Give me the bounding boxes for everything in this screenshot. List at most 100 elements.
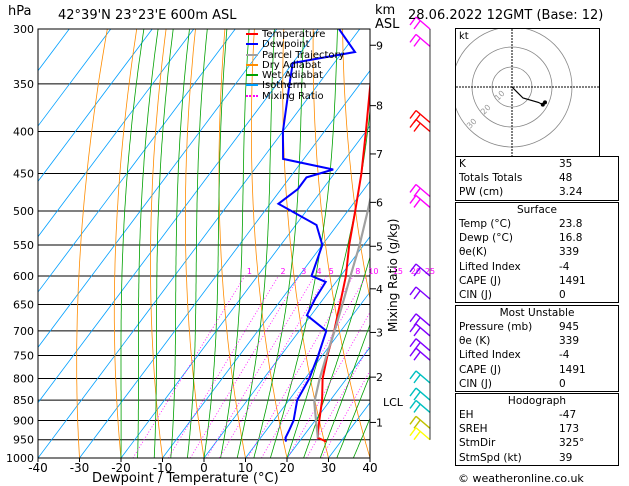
x-tick-label: 40 — [362, 461, 377, 475]
mixing-ratio-label: 20 — [411, 267, 421, 276]
wind-barb-flag — [409, 184, 417, 193]
dry-adiabat — [113, 29, 138, 458]
index-row: CIN (J) 0 — [456, 377, 616, 391]
pressure-tick-label: 700 — [13, 325, 34, 338]
wind-barb-flag — [413, 374, 421, 384]
index-row: PW (cm) 3.24 — [456, 185, 616, 199]
wet-adiabat — [170, 29, 190, 458]
surface-box: Surface Temp (°C) 23.8 Dewp (°C) 16.8 θe(K) 3… — [455, 202, 619, 304]
basic-indices-table: K 35 Totals Totals 48 PW (cm) 3.24 — [456, 157, 616, 200]
wind-barb-shaft — [415, 194, 431, 208]
legend-item: Wet Adiabat — [246, 71, 345, 81]
wind-barb-shaft — [415, 16, 431, 30]
pressure-tick-label: 350 — [13, 78, 34, 91]
index-label: SREH — [459, 423, 488, 436]
pressure-unit-label: hPa — [8, 4, 32, 19]
index-label: K — [459, 158, 466, 171]
wind-barb-shaft — [415, 415, 431, 429]
x-axis-label: Dewpoint / Temperature (°C) — [92, 471, 279, 486]
wet-adiabat — [336, 373, 370, 458]
dry-adiabat — [312, 29, 370, 458]
wind-barb-flag — [409, 338, 417, 348]
wind-barb-flag — [409, 119, 417, 128]
indices-box: K 35 Totals Totals 48 PW (cm) 3.24 — [455, 156, 619, 201]
series-dewpoint — [276, 29, 357, 442]
legend-label: Wet Adiabat — [262, 70, 323, 82]
pressure-tick-label: 450 — [13, 167, 34, 180]
index-label: Temp (°C) — [459, 218, 512, 231]
series-temperature — [316, 79, 370, 443]
wind-barb-flag — [409, 286, 417, 296]
mixing-ratio-label: 8 — [355, 267, 360, 276]
wet-adiabat — [236, 29, 275, 458]
wind-barb-flag — [413, 404, 421, 413]
index-label: Pressure (mb) — [459, 321, 533, 334]
pressure-tick-label: 750 — [13, 349, 34, 362]
wet-adiabat — [286, 106, 370, 458]
profile-lines — [276, 29, 370, 443]
index-value: 0 — [559, 377, 566, 390]
x-tick-label: 20 — [279, 461, 294, 475]
pressure-tick-label: 800 — [13, 372, 34, 385]
dry-adiabat — [150, 29, 167, 458]
wind-barb-flag — [409, 16, 417, 26]
wind-barb-flag — [413, 37, 421, 47]
km-label: km — [375, 3, 396, 18]
background-lines — [38, 29, 370, 458]
index-row: CAPE (J) 1491 — [456, 363, 616, 377]
index-row: θe (K) 339 — [456, 334, 616, 348]
hodograph-ring-label: 30 — [465, 117, 479, 131]
wind-barb-flag — [409, 263, 417, 273]
index-row: K 35 — [456, 157, 616, 171]
surface-table: Temp (°C) 23.8 Dewp (°C) 16.8 θe(K) 339 Lifted… — [456, 217, 616, 302]
wind-barb-flag — [413, 351, 421, 361]
isotherm — [38, 29, 153, 182]
wet-adiabat — [187, 29, 208, 458]
index-label: EH — [459, 409, 474, 422]
index-row: Temp (°C) 23.8 — [456, 217, 616, 231]
wind-barb-shaft — [415, 338, 431, 352]
wind-barb-flag — [409, 427, 417, 437]
index-value: 1491 — [559, 274, 586, 287]
pressure-tick-label: 950 — [13, 434, 34, 447]
mixing-ratio-line — [247, 275, 354, 458]
legend-label: Isotherm — [262, 80, 307, 92]
index-row: Totals Totals 48 — [456, 171, 616, 185]
wind-barb-flag — [413, 327, 421, 337]
isotherm — [162, 180, 370, 458]
pressure-tick-label: 850 — [13, 394, 34, 407]
hodograph: 10 20 30 kt — [451, 26, 600, 173]
km-tick-label: 6 — [376, 196, 383, 209]
date-label: 28.06.2022 12GMT (Base: 12) — [408, 8, 604, 23]
x-tick-label: 30 — [321, 461, 336, 475]
legend-item: Mixing Ratio — [246, 91, 345, 102]
km-tick-label: 8 — [376, 100, 383, 113]
wet-adiabat — [153, 29, 174, 458]
km-tick-label: 3 — [376, 326, 383, 339]
legend-item: Dry Adiabat — [246, 59, 345, 71]
index-value: -47 — [559, 409, 577, 422]
index-value: 1491 — [559, 363, 586, 376]
wind-barb-flag — [409, 33, 417, 43]
legend-item: Temperature — [246, 29, 345, 40]
wind-barb-flag — [413, 267, 421, 277]
isotherm — [38, 29, 70, 72]
index-value: -4 — [559, 260, 570, 273]
legend-item: Dewpoint — [246, 40, 345, 50]
legend-label: Dry Adiabat — [262, 59, 322, 71]
index-value: 339 — [559, 335, 580, 348]
index-label: StmSpd (kt) — [459, 451, 522, 464]
index-row: StmSpd (kt) 39 — [456, 451, 616, 465]
legend-label: Parcel Trajectory — [262, 49, 345, 61]
hodograph-index-box: Hodograph EH -47 SREH 173 StmDir 325° StmSpd (… — [455, 393, 619, 466]
index-row: Pressure (mb) 945 — [456, 320, 616, 334]
legend-swatch — [246, 43, 258, 46]
legend-item: Isotherm — [246, 81, 345, 91]
index-value: 0 — [559, 289, 566, 302]
index-row: StmDir 325° — [456, 436, 616, 450]
wind-barb-shaft — [415, 313, 431, 327]
x-tick-label: 10 — [238, 461, 253, 475]
isotherm — [203, 235, 370, 458]
wind-barb-flag — [413, 188, 421, 197]
